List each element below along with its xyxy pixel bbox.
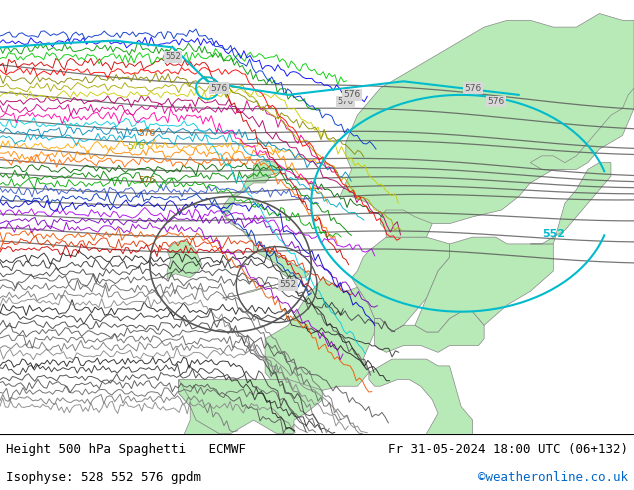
Text: 576: 576	[343, 90, 360, 99]
Text: 552: 552	[165, 52, 181, 61]
Text: 552: 552	[280, 280, 297, 289]
Polygon shape	[179, 379, 323, 434]
Polygon shape	[265, 278, 375, 390]
Text: ©weatheronline.co.uk: ©weatheronline.co.uk	[477, 471, 628, 484]
Text: 576: 576	[487, 97, 504, 106]
Polygon shape	[380, 210, 432, 237]
Text: Fr 31-05-2024 18:00 UTC (06+132): Fr 31-05-2024 18:00 UTC (06+132)	[387, 443, 628, 456]
Polygon shape	[352, 237, 484, 352]
Polygon shape	[254, 160, 282, 179]
Text: 576: 576	[210, 84, 228, 93]
Text: 576: 576	[464, 84, 481, 93]
Text: 576: 576	[127, 142, 144, 151]
Text: 552: 552	[542, 229, 565, 239]
Polygon shape	[530, 163, 611, 244]
Text: 576: 576	[138, 128, 155, 138]
Polygon shape	[369, 359, 472, 481]
Polygon shape	[167, 240, 202, 279]
Text: 576: 576	[138, 176, 155, 185]
Text: Isophyse: 528 552 576 gpdm: Isophyse: 528 552 576 gpdm	[6, 471, 202, 484]
Polygon shape	[221, 170, 309, 298]
Text: Height 500 hPa Spaghetti   ECMWF: Height 500 hPa Spaghetti ECMWF	[6, 443, 247, 456]
Polygon shape	[179, 379, 219, 474]
Polygon shape	[530, 88, 634, 170]
Polygon shape	[415, 237, 553, 332]
Polygon shape	[340, 14, 634, 223]
Text: 576: 576	[338, 97, 354, 106]
